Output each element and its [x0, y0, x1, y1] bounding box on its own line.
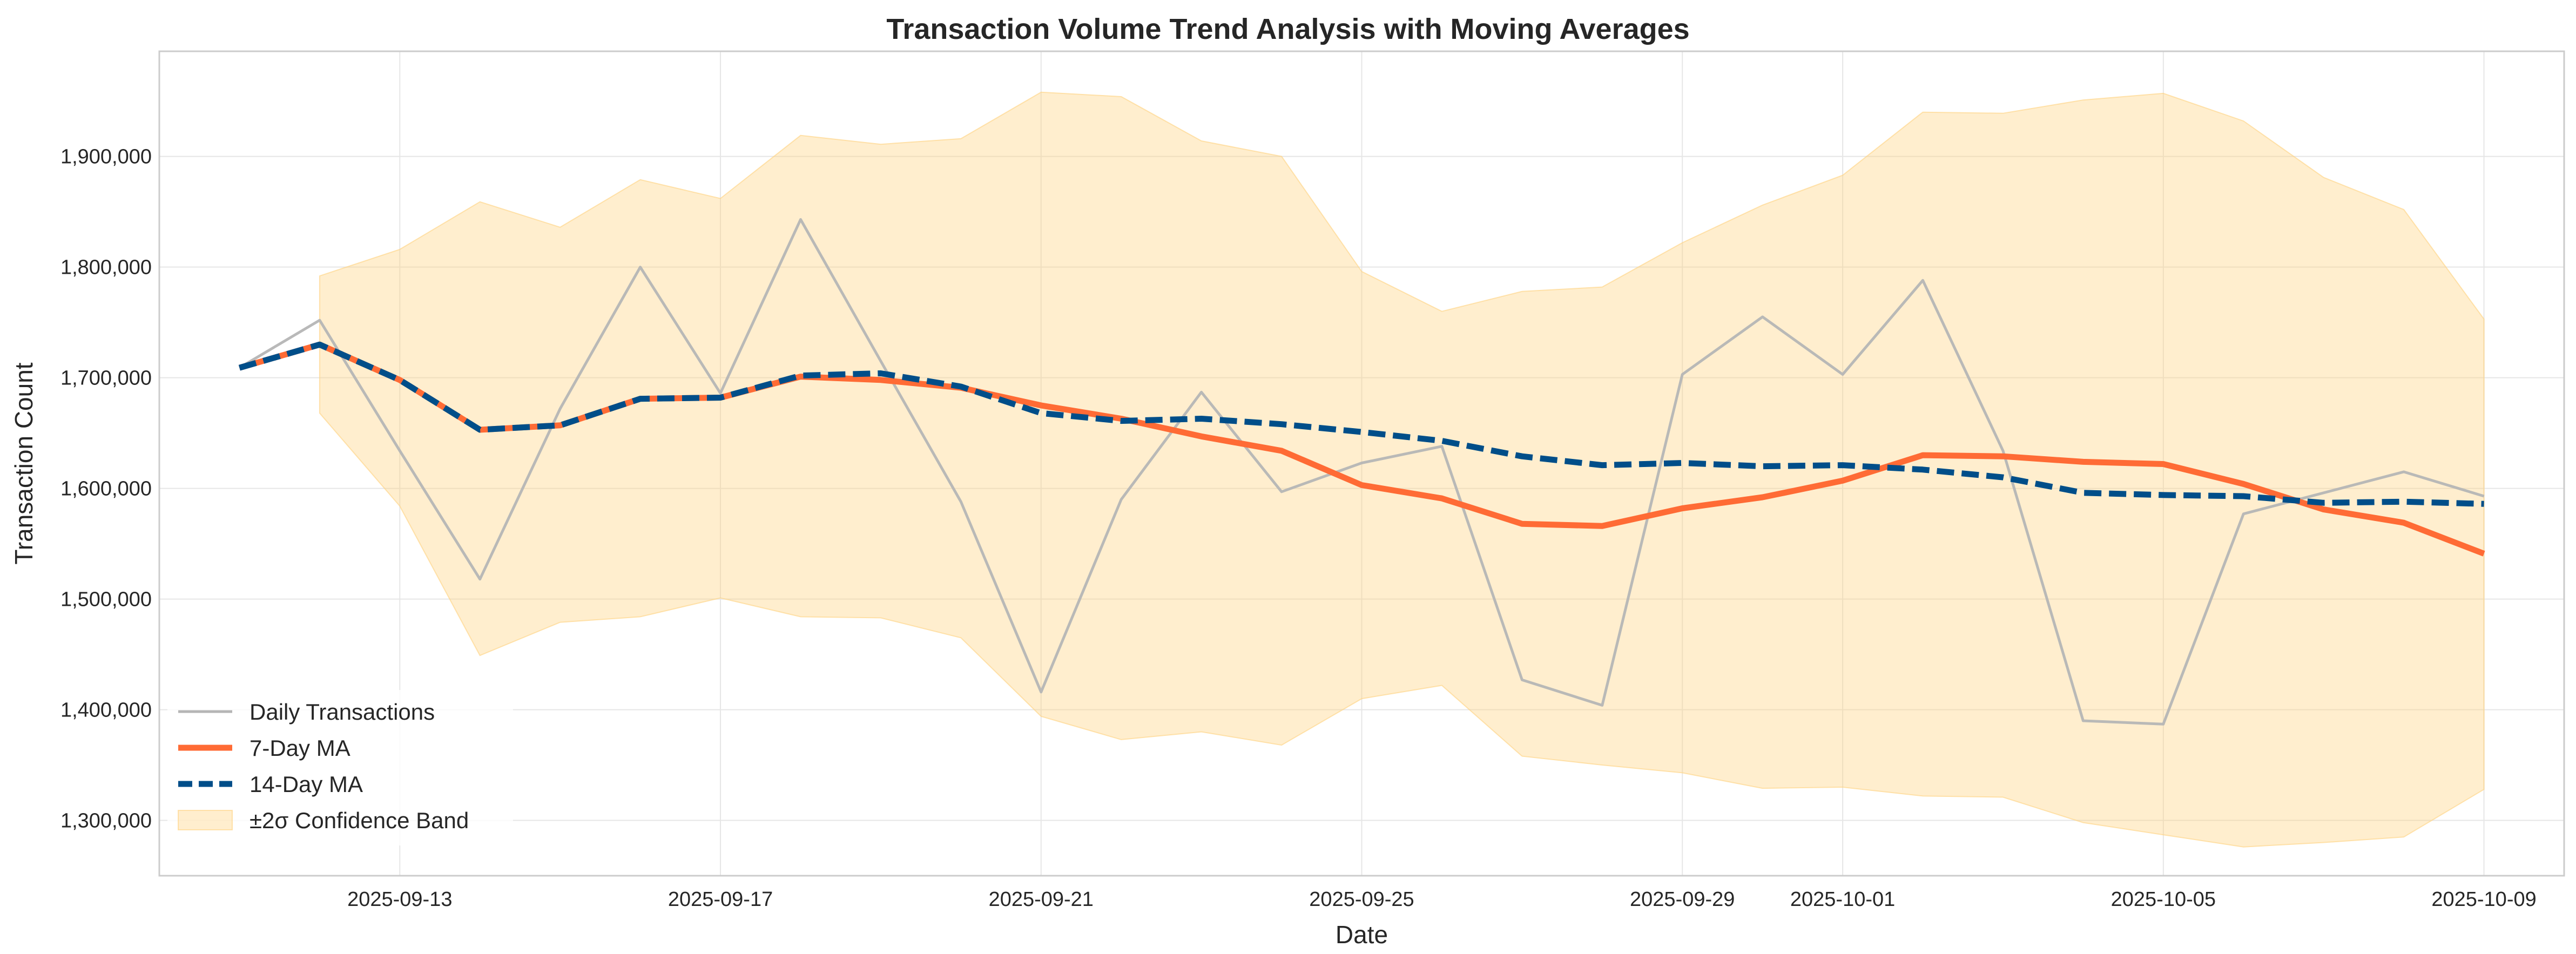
chart-title: Transaction Volume Trend Analysis with M…: [886, 13, 1689, 45]
band-layer: [319, 91, 2485, 848]
plot-frame: [158, 50, 2565, 877]
legend-label: Daily Transactions: [249, 699, 435, 725]
x-tick-label: 2025-10-09: [2431, 888, 2536, 911]
y-tick-label: 1,800,000: [60, 256, 152, 279]
chart-legend: Daily Transactions 7-Day MA 14-Day MA ±2σ C…: [167, 690, 513, 845]
series-line-1: [239, 218, 2485, 726]
y-tick-label: 1,400,000: [60, 699, 152, 722]
x-tick-label: 2025-09-17: [668, 888, 773, 911]
legend-label: ±2σ Confidence Band: [249, 808, 469, 833]
y-tick-label: 1,500,000: [60, 588, 152, 611]
x-tick-label: 2025-10-01: [1790, 888, 1895, 911]
series-line-3: [238, 341, 2484, 507]
x-axis-label: Date: [1336, 921, 1388, 949]
y-tick-label: 1,600,000: [60, 478, 152, 500]
y-axis-label: Transaction Count: [10, 362, 38, 564]
y-tick-label: 1,700,000: [60, 367, 152, 390]
x-tick-label: 2025-09-13: [347, 888, 452, 911]
x-tick-label: 2025-10-05: [2111, 888, 2216, 911]
legend-items: Daily Transactions 7-Day MA 14-Day MA ±2σ C…: [178, 699, 469, 833]
legend-box: [167, 690, 513, 845]
legend-label: 14-Day MA: [249, 772, 363, 797]
legend-swatch: [178, 810, 233, 830]
legend-label: 7-Day MA: [249, 735, 350, 761]
y-tick-label: 1,900,000: [60, 146, 152, 168]
x-tick-label: 2025-09-21: [989, 888, 1094, 911]
confidence-band: [319, 91, 2485, 848]
x-tick-label: 2025-09-29: [1630, 888, 1735, 911]
series-layer: [238, 218, 2485, 726]
x-tick-label: 2025-09-25: [1309, 888, 1414, 911]
y-tick-label: 1,300,000: [60, 810, 152, 833]
tick-layer: 1,300,000 1,400,000 1,500,000 1,600,000 1,70…: [60, 146, 2537, 911]
